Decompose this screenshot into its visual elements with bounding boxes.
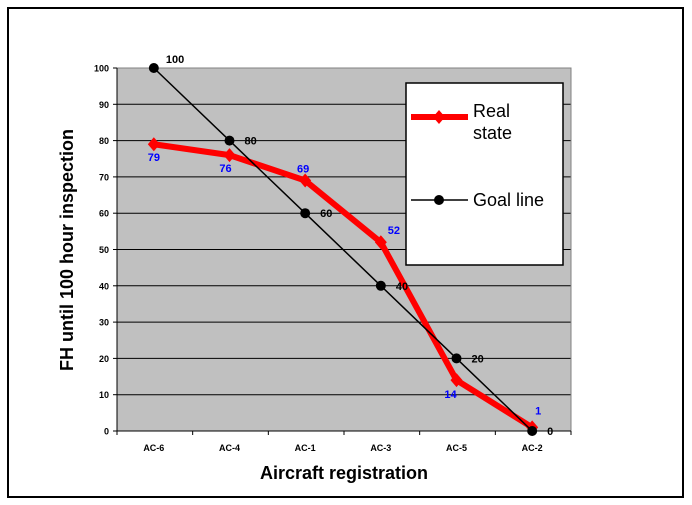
goal-line-point xyxy=(527,426,538,436)
y-axis: 0 10 20 30 40 50 60 70 80 90 100 xyxy=(94,64,118,437)
x-tick-label: AC-4 xyxy=(219,443,240,453)
real-state-line xyxy=(153,141,534,430)
legend-real-state-marker xyxy=(433,110,445,124)
y-axis-title: FH until 100 hour inspection xyxy=(57,129,77,371)
goal-line-point xyxy=(451,353,462,364)
x-tick-label: AC-2 xyxy=(522,443,543,453)
legend-goal-line-marker xyxy=(434,195,444,205)
y-tick-label: 0 xyxy=(104,427,109,437)
legend-real-state-label: Real state xyxy=(473,101,512,143)
x-tick-label: AC-6 xyxy=(143,443,164,453)
goal-line-data-label: 100 xyxy=(166,54,184,66)
y-tick-label: 10 xyxy=(99,390,109,400)
goal-line-data-label: 60 xyxy=(320,208,332,220)
real-state-point xyxy=(450,373,463,388)
legend: Real state Goal line xyxy=(405,82,564,266)
legend-real-state-label-line: Real xyxy=(473,101,510,121)
y-tick-label: 50 xyxy=(99,245,109,255)
real-state-data-label: 79 xyxy=(148,152,160,164)
y-tick-label: 90 xyxy=(99,100,109,110)
goal-line-point xyxy=(300,208,311,219)
series-layer: 100 80 60 40 20 0 79 76 69 52 14 1 xyxy=(148,54,554,438)
goal-line-point xyxy=(224,135,235,146)
real-state-point xyxy=(299,173,312,188)
legend-real-state-label-line: state xyxy=(473,123,512,143)
y-tick-label: 30 xyxy=(99,318,109,328)
y-tick-label: 100 xyxy=(94,64,109,74)
real-state-data-label: 69 xyxy=(297,164,309,176)
goal-line-data-label: 40 xyxy=(396,281,408,293)
x-axis-title: Aircraft registration xyxy=(260,463,428,483)
goal-line xyxy=(153,67,533,432)
real-state-point xyxy=(374,235,387,250)
real-state-data-label: 76 xyxy=(219,163,231,175)
legend-box xyxy=(405,82,564,266)
goal-line-data-label: 0 xyxy=(547,426,553,438)
real-state-point xyxy=(223,148,236,163)
y-tick-label: 20 xyxy=(99,354,109,364)
goal-line-data-label: 80 xyxy=(245,136,257,148)
real-state-point xyxy=(147,137,160,152)
y-tick-label: 70 xyxy=(99,172,109,182)
legend-goal-line-label: Goal line xyxy=(473,190,544,210)
y-tick-label: 40 xyxy=(99,281,109,291)
y-tick-label: 60 xyxy=(99,209,109,219)
x-axis: AC-6 AC-4 AC-1 AC-3 AC-5 AC-2 xyxy=(116,430,572,453)
x-tick-label: AC-1 xyxy=(295,443,316,453)
goal-line-data-label: 20 xyxy=(472,353,484,365)
real-state-data-label: 52 xyxy=(388,225,400,237)
goal-line-point xyxy=(148,63,159,73)
y-tick-label: 80 xyxy=(99,136,109,146)
x-tick-label: AC-5 xyxy=(446,443,467,453)
goal-line-point xyxy=(375,280,386,291)
x-tick-label: AC-3 xyxy=(370,443,391,453)
real-state-data-label: 14 xyxy=(444,389,457,401)
real-state-data-label: 1 xyxy=(535,405,541,417)
